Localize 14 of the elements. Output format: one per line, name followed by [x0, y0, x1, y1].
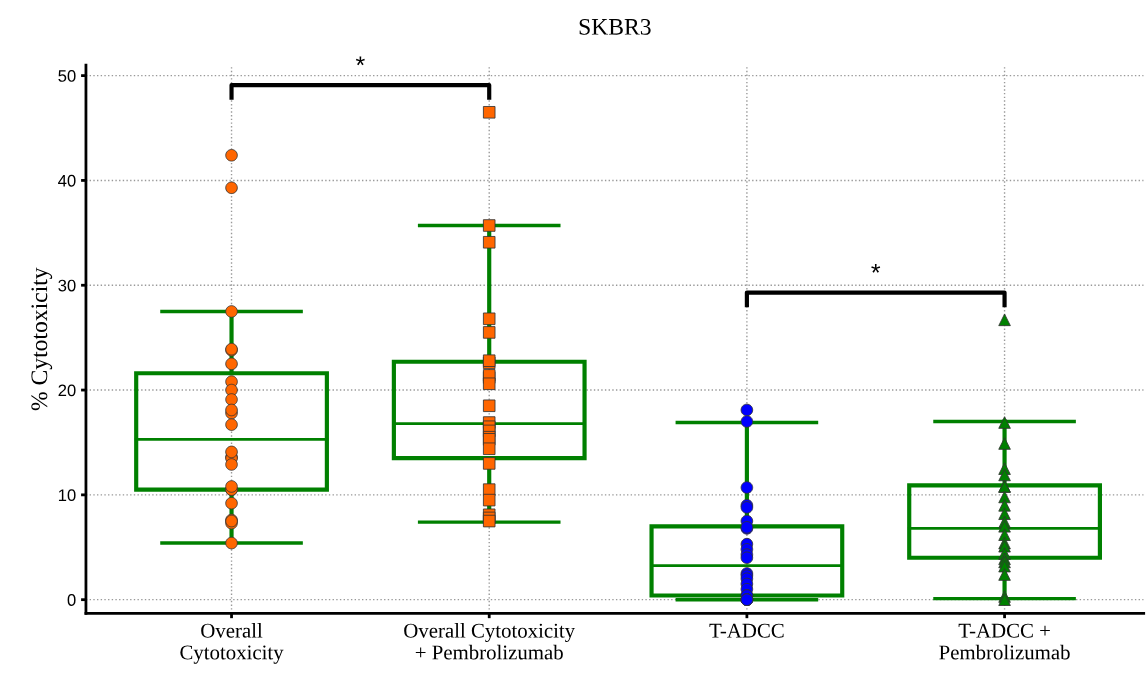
y-tick-label: 40 — [58, 174, 76, 187]
x-tick-label: Overall Cytotoxicity — [180, 623, 284, 664]
y-axis-title: % Cytotoxicity — [31, 267, 53, 411]
chart-title: SKBR3 — [579, 18, 651, 35]
annotation: * — [355, 56, 365, 66]
y-tick-label: 20 — [58, 384, 76, 397]
y-tick-label: 10 — [58, 489, 76, 502]
x-tick-label: Overall Cytotoxicity + Pembrolizumab — [404, 623, 576, 660]
y-tick-label: 0 — [67, 594, 76, 606]
y-tick-label: 50 — [58, 70, 76, 82]
y-tick-label: 30 — [58, 279, 76, 292]
x-tick-label: T-ADCC — [709, 623, 784, 638]
x-tick-label: T-ADCC + Pembrolizumab — [939, 623, 1070, 660]
annotation: * — [871, 263, 881, 273]
